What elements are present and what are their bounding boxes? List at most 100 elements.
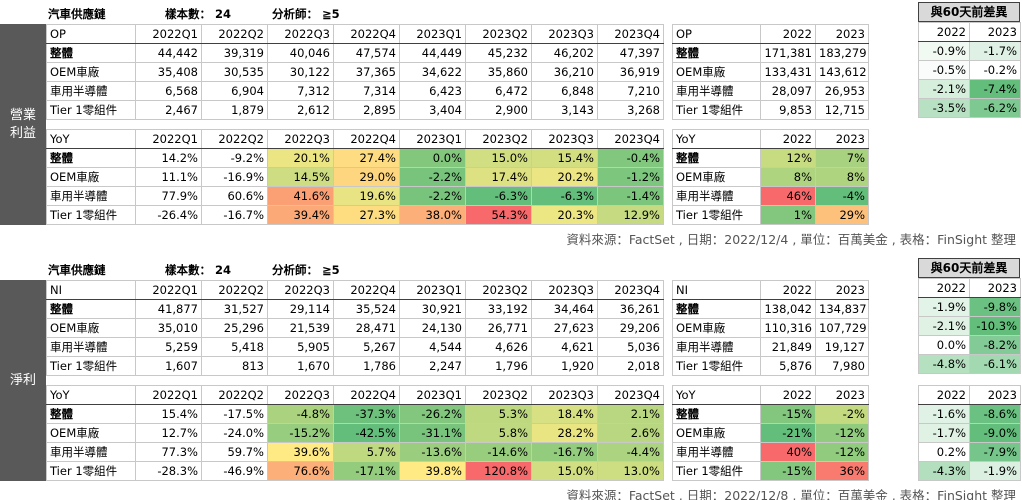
- header-cell: 2023Q3: [531, 280, 598, 300]
- table-row: -4.8% -6.1%: [918, 354, 1021, 374]
- cell: -0.9%: [918, 41, 970, 61]
- cell: 138,042: [760, 299, 816, 319]
- cell: -24.0%: [201, 423, 268, 443]
- row-label: OEM車廠: [672, 167, 761, 187]
- cell: 183,279: [815, 43, 869, 63]
- cell: 2,900: [465, 100, 532, 120]
- row-label: Tier 1零組件: [672, 461, 761, 481]
- info-text: 汽車供應鏈: [48, 7, 106, 21]
- row-label: OEM車廠: [46, 423, 136, 443]
- cell: -1.9%: [918, 297, 970, 317]
- cell: 12%: [760, 148, 816, 168]
- row-label: Tier 1零組件: [46, 205, 136, 225]
- row-label: 車用半導體: [672, 186, 761, 206]
- cell: 5.3%: [465, 404, 532, 424]
- cell: -9.2%: [201, 148, 268, 168]
- table-row: 整體 171,381 183,279: [672, 43, 869, 63]
- cell: 39.8%: [399, 461, 466, 481]
- header-cell: YoY: [46, 129, 136, 149]
- cell: 20.2%: [531, 167, 598, 187]
- table-row: 0.2% -7.9%: [918, 442, 1021, 462]
- cell: -1.2%: [597, 167, 664, 187]
- cell: 34,622: [399, 62, 466, 82]
- cell: 41.6%: [267, 186, 334, 206]
- header-cell: 2023Q4: [597, 385, 664, 405]
- cell: -1.9%: [969, 461, 1021, 481]
- header-cell: 2022Q1: [135, 24, 202, 44]
- header-row: 2022 2023: [918, 385, 1021, 405]
- table-row: OEM車廠 -21% -12%: [672, 423, 869, 443]
- cell: 171,381: [760, 43, 816, 63]
- cell: 27.3%: [333, 205, 400, 225]
- cell: -4.8%: [918, 354, 970, 374]
- header-cell: 2022Q2: [201, 24, 268, 44]
- cell: -8.6%: [969, 404, 1021, 424]
- header-cell: 2023Q2: [465, 129, 532, 149]
- cell: -6.1%: [969, 354, 1021, 374]
- cell: -10.3%: [969, 316, 1021, 336]
- table-row: 整體 41,877 31,527 29,114 35,524 30,921 33,192 34…: [46, 299, 664, 319]
- cell: 25,296: [201, 318, 268, 338]
- cell: 19.6%: [333, 186, 400, 206]
- cell: -7.4%: [969, 79, 1021, 99]
- cell: 21,849: [760, 337, 816, 357]
- table-row: Tier 1零組件 2,467 1,879 2,612 2,895 3,404 2,900 3…: [46, 100, 664, 120]
- header-cell: 2022Q4: [333, 24, 400, 44]
- cell: 20.3%: [531, 205, 598, 225]
- cell: 14.2%: [135, 148, 202, 168]
- cell: -4.4%: [597, 442, 664, 462]
- cell: -1.7%: [918, 423, 970, 443]
- row-label: 整體: [672, 299, 761, 319]
- info-text: 分析師： ≧5: [272, 263, 340, 277]
- cell: 6,904: [201, 81, 268, 101]
- header-cell: 2023: [969, 385, 1021, 405]
- cell: 2,018: [597, 356, 664, 376]
- header-cell: 2023: [815, 385, 869, 405]
- table-row: Tier 1零組件 -15% 36%: [672, 461, 869, 481]
- cell: 20.1%: [267, 148, 334, 168]
- table-row: 整體 12% 7%: [672, 148, 869, 168]
- row-label: 整體: [46, 43, 136, 63]
- cell: -37.3%: [333, 404, 400, 424]
- table-row: 整體 14.2% -9.2% 20.1% 27.4% 0.0% 15.0% 15.4% -0.4…: [46, 148, 664, 168]
- row-label: Tier 1零組件: [672, 205, 761, 225]
- cell: -7.9%: [969, 442, 1021, 462]
- header-cell: 2022Q3: [267, 24, 334, 44]
- table-row: -0.9% -1.7%: [918, 41, 1021, 61]
- cell: 77.3%: [135, 442, 202, 462]
- table-row: -3.5% -6.2%: [918, 98, 1021, 118]
- header-cell: 2023Q1: [399, 280, 466, 300]
- row-label: 整體: [672, 43, 761, 63]
- header-cell: 2022: [760, 129, 816, 149]
- cell: -6.3%: [465, 186, 532, 206]
- header-row: YoY 2022Q1 2022Q2 2022Q3 2022Q4 2023Q1 2023Q2 2…: [46, 129, 664, 149]
- row-label: 整體: [672, 148, 761, 168]
- header-cell: 2022: [918, 385, 970, 405]
- row-label: 車用半導體: [672, 81, 761, 101]
- cell: 54.3%: [465, 205, 532, 225]
- cell: 1,879: [201, 100, 268, 120]
- header-cell: 2023Q1: [399, 129, 466, 149]
- cell: 36,210: [531, 62, 598, 82]
- cell: 6,568: [135, 81, 202, 101]
- cell: -14.6%: [465, 442, 532, 462]
- cell: -17.1%: [333, 461, 400, 481]
- header-cell: 2023Q4: [597, 24, 664, 44]
- cell: 27.4%: [333, 148, 400, 168]
- cell: 29,114: [267, 299, 334, 319]
- table-row: -1.6% -8.6%: [918, 404, 1021, 424]
- cell: 7,210: [597, 81, 664, 101]
- header-cell: 2023Q4: [597, 280, 664, 300]
- cell: 5,876: [760, 356, 816, 376]
- cell: 44,442: [135, 43, 202, 63]
- header-cell: 2023: [969, 278, 1021, 298]
- side-label: 淨利: [0, 280, 46, 481]
- data-table: 2022 2023 -0.9% -1.7% -0.5% -0.2% -2.1% -7.4% -3…: [918, 22, 1021, 118]
- cell: 133,431: [760, 62, 816, 82]
- table-row: 整體 15.4% -17.5% -4.8% -37.3% -26.2% 5.3% 18.4% 2…: [46, 404, 664, 424]
- cell: 27,623: [531, 318, 598, 338]
- data-table: YoY 2022 2023 整體 -15% -2% OEM車廠 -21% -12% 車用半導體 40…: [672, 385, 869, 481]
- cell: 59.7%: [201, 442, 268, 462]
- cell: 120.8%: [465, 461, 532, 481]
- cell: 77.9%: [135, 186, 202, 206]
